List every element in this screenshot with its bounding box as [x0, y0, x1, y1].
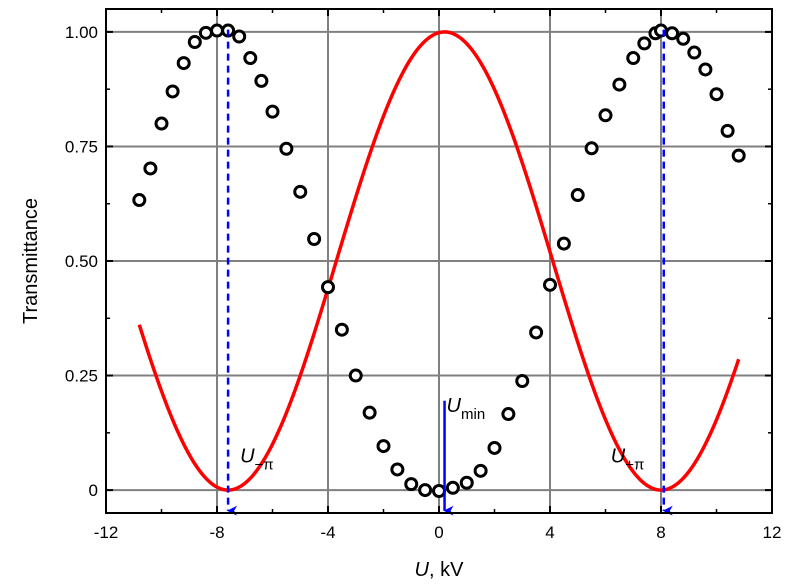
x-tick-label: -12: [94, 523, 119, 542]
annotation-sub: min: [461, 406, 485, 423]
data-point: [254, 73, 269, 88]
data-point: [390, 462, 405, 477]
axis-ticks: -12 -8 -4 0 4 8 12 0 0.25 0.50 0.75 1.00: [65, 9, 782, 542]
data-point: [459, 475, 474, 490]
data-point: [418, 483, 433, 498]
fit-curve: [137, 30, 741, 492]
x-axis-label-unit: , kV: [429, 559, 464, 581]
data-point: [376, 439, 391, 454]
data-point: [232, 29, 247, 44]
data-point: [731, 148, 746, 163]
data-point: [165, 84, 180, 99]
data-point: [445, 480, 460, 495]
data-point: [637, 36, 652, 51]
data-point: [307, 232, 322, 247]
data-point: [265, 104, 280, 119]
data-point: [334, 322, 349, 337]
annotation-main: U: [611, 446, 626, 468]
annotation-label: U+π: [611, 446, 645, 474]
x-axis-label-var: U: [415, 559, 430, 581]
plot-series: [132, 23, 746, 499]
data-point: [176, 56, 191, 71]
grid-lines: [106, 9, 772, 513]
data-point: [187, 34, 202, 49]
data-point: [132, 193, 147, 208]
y-tick-label: 0.50: [65, 252, 98, 271]
data-point: [473, 463, 488, 478]
annotation-sub: −π: [255, 457, 274, 474]
data-point: [612, 77, 627, 92]
data-point: [598, 108, 613, 123]
data-point: [154, 116, 169, 131]
data-point: [404, 477, 419, 492]
data-point: [698, 62, 713, 77]
x-tick-label: 12: [763, 523, 782, 542]
y-tick-label: 0.25: [65, 367, 98, 386]
annotation-label: Umin: [447, 395, 486, 423]
annotation-main: U: [240, 446, 255, 468]
data-point: [210, 23, 224, 38]
data-point: [362, 405, 377, 420]
annotation-sub: +π: [625, 457, 644, 474]
data-point: [626, 51, 641, 66]
data-point: [487, 440, 502, 455]
data-point: [570, 188, 585, 203]
data-point: [556, 236, 571, 251]
y-tick-label: 0: [89, 481, 98, 500]
x-tick-label: 4: [545, 523, 554, 542]
data-point: [321, 280, 335, 295]
data-point: [243, 51, 258, 66]
data-point: [584, 141, 599, 156]
x-tick-label: 8: [656, 523, 665, 542]
data-point: [709, 87, 724, 102]
data-point: [143, 161, 158, 176]
data-point: [198, 25, 213, 40]
data-point: [720, 123, 735, 138]
y-tick-label: 1.00: [65, 23, 98, 42]
data-point: [543, 277, 557, 292]
data-point: [293, 184, 308, 199]
data-point: [687, 45, 702, 60]
annotation-label: U−π: [240, 446, 274, 474]
annotation-main: U: [447, 395, 462, 417]
x-axis-label: U, kV: [415, 559, 465, 581]
y-axis-label: Transmittance: [20, 198, 42, 324]
data-point: [432, 484, 446, 499]
x-tick-label: 0: [434, 523, 443, 542]
data-point: [279, 141, 294, 156]
data-point: [501, 407, 516, 422]
data-point: [348, 368, 363, 383]
y-tick-label: 0.75: [65, 137, 98, 156]
data-point: [515, 374, 530, 389]
data-point: [676, 31, 691, 46]
x-tick-label: -8: [209, 523, 224, 542]
x-tick-label: -4: [320, 523, 335, 542]
data-point: [529, 325, 544, 340]
data-point: [665, 26, 680, 41]
